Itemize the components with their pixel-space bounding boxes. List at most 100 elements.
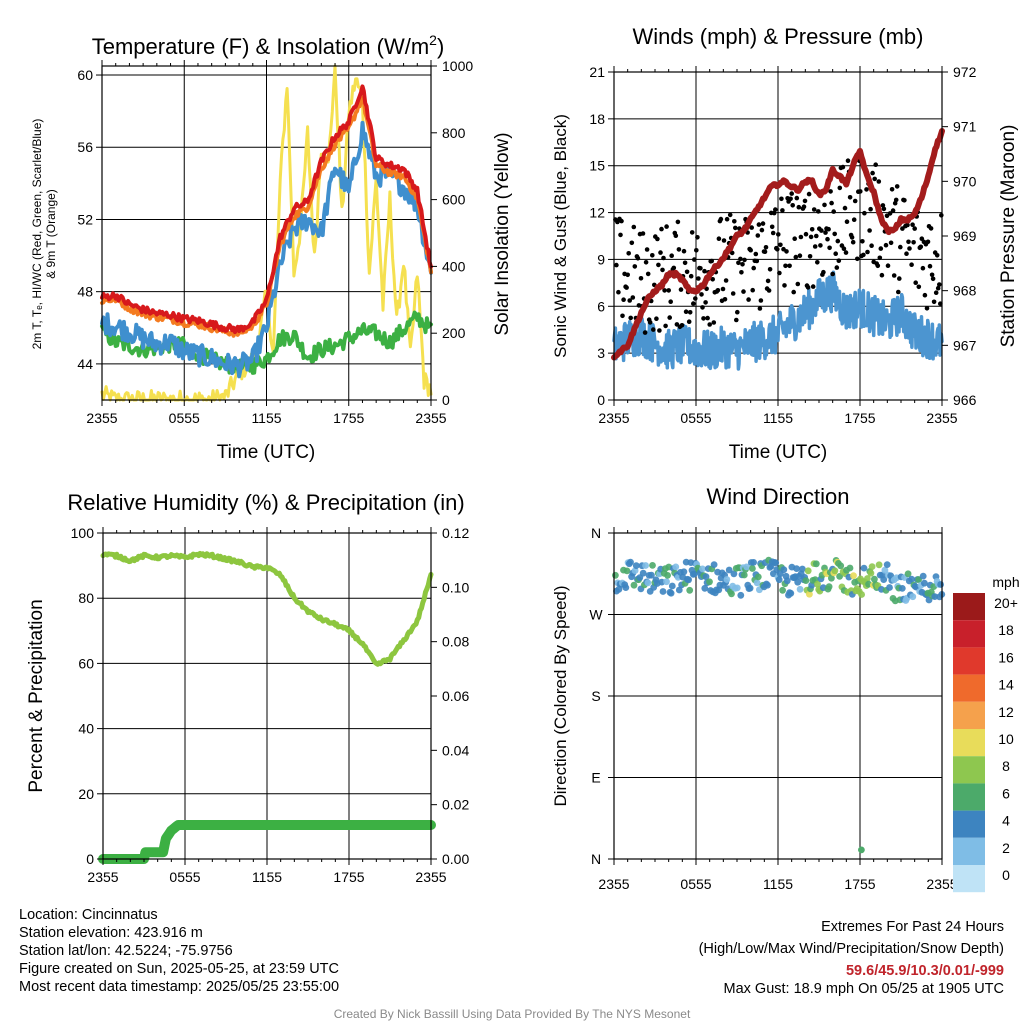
direction-point — [937, 581, 944, 588]
gust-point — [798, 234, 804, 240]
station-latlon: Station lat/lon: 42.5224; -75.9756 — [19, 943, 233, 959]
gust-point — [628, 315, 633, 321]
direction-point — [836, 573, 843, 580]
winds-ylabel-left: Sonic Wind & Gust (Blue, Black) — [551, 114, 570, 358]
y-right-tick-label: 967 — [953, 337, 977, 353]
gust-point — [703, 300, 708, 305]
extremes-gust: Max Gust: 18.9 mph On 05/25 at 1905 UTC — [723, 981, 1004, 997]
recent-timestamp: Most recent data timestamp: 2025/05/25 2… — [19, 979, 340, 995]
gust-point — [845, 158, 851, 163]
gust-point — [904, 251, 909, 256]
gust-point — [701, 316, 706, 321]
direction-point — [860, 564, 868, 572]
gust-point — [627, 298, 632, 303]
gust-point — [691, 301, 696, 306]
gust-point — [930, 276, 936, 282]
direction-point — [649, 562, 656, 569]
x-tick-label: 1755 — [844, 876, 875, 892]
direction-point — [793, 565, 800, 572]
gust-point — [793, 254, 799, 260]
gust-point — [896, 289, 901, 295]
direction-point — [802, 577, 810, 584]
gust-point — [855, 256, 860, 262]
x-tick-label: 1755 — [844, 410, 875, 426]
gust-point — [880, 203, 886, 208]
gust-point — [656, 262, 661, 268]
gust-point — [776, 232, 781, 237]
y-tick-label: 100 — [71, 525, 95, 541]
gust-point — [686, 319, 692, 325]
colorbar-swatch — [953, 620, 985, 648]
y-right-tick-label: 972 — [953, 64, 977, 80]
gust-point — [766, 288, 772, 293]
gust-point — [659, 226, 664, 232]
dir-ylabel-left: Direction (Colored By Speed) — [551, 585, 570, 806]
x-tick-label: 2355 — [415, 869, 446, 885]
colorbar-swatch — [953, 701, 985, 729]
colorbar-swatch — [953, 593, 985, 621]
direction-point — [668, 582, 676, 590]
colorbar-label: 4 — [1002, 813, 1010, 829]
gust-point — [762, 249, 768, 254]
gust-point — [732, 219, 737, 224]
gust-point — [779, 196, 784, 202]
gust-point — [809, 227, 815, 232]
gust-point — [905, 222, 910, 228]
temp-series — [100, 64, 433, 402]
gust-point — [695, 235, 700, 240]
direction-point — [743, 563, 750, 571]
gust-point — [929, 272, 935, 278]
gust-point — [883, 242, 889, 248]
gust-point — [875, 263, 881, 269]
gust-point — [782, 283, 787, 288]
direction-point — [881, 566, 889, 574]
gust-point — [626, 251, 631, 256]
y-right-tick-label: 0.08 — [442, 634, 469, 650]
colorbar-label: 12 — [998, 704, 1014, 720]
gust-point — [618, 232, 623, 238]
x-tick-label: 1755 — [333, 869, 364, 885]
direction-point — [632, 562, 640, 569]
gust-point — [873, 162, 878, 167]
y-tick-label: 0 — [597, 392, 605, 408]
y-tick-label: N — [591, 851, 601, 867]
gust-point — [907, 246, 912, 251]
y-tick-label: 21 — [589, 64, 605, 80]
direction-point — [871, 575, 878, 583]
y-right-tick-label: 400 — [442, 258, 466, 274]
dir-series — [612, 556, 946, 854]
direction-point — [908, 575, 915, 583]
direction-point — [663, 578, 670, 586]
gust-point — [711, 320, 717, 325]
direction-point — [750, 559, 757, 566]
gust-point — [835, 238, 841, 244]
y-tick-label: 6 — [597, 298, 605, 314]
gust-point — [688, 273, 694, 279]
gust-point — [632, 264, 638, 269]
colorbar-label: 14 — [998, 677, 1014, 693]
direction-point — [723, 576, 731, 583]
gust-point — [928, 226, 934, 231]
gust-point — [738, 256, 743, 262]
y-right-tick-label: 0 — [442, 392, 450, 408]
y-tick-label: 60 — [77, 67, 93, 83]
direction-point — [686, 586, 694, 594]
gust-point — [829, 200, 834, 206]
gust-point — [797, 253, 803, 258]
x-tick-label: 0555 — [169, 410, 200, 426]
gust-point — [698, 266, 703, 271]
direction-point — [699, 565, 706, 573]
temp-xlabel: Time (UTC) — [217, 442, 316, 463]
gust-point — [675, 219, 681, 225]
gust-point — [773, 207, 778, 212]
colorbar-swatch — [953, 647, 985, 675]
gust-point — [669, 253, 674, 258]
direction-point — [701, 584, 709, 592]
gust-point — [888, 240, 894, 246]
gust-point — [640, 231, 646, 236]
direction-point — [814, 580, 821, 588]
extremes-info: Extremes For Past 24 Hours (High/Low/Max… — [699, 918, 1004, 998]
direction-point — [754, 573, 762, 581]
panel-direction: Wind Direction 2355 0555 1155 1755 2355 N W S E N… — [551, 484, 1020, 893]
gust-point — [887, 211, 893, 216]
